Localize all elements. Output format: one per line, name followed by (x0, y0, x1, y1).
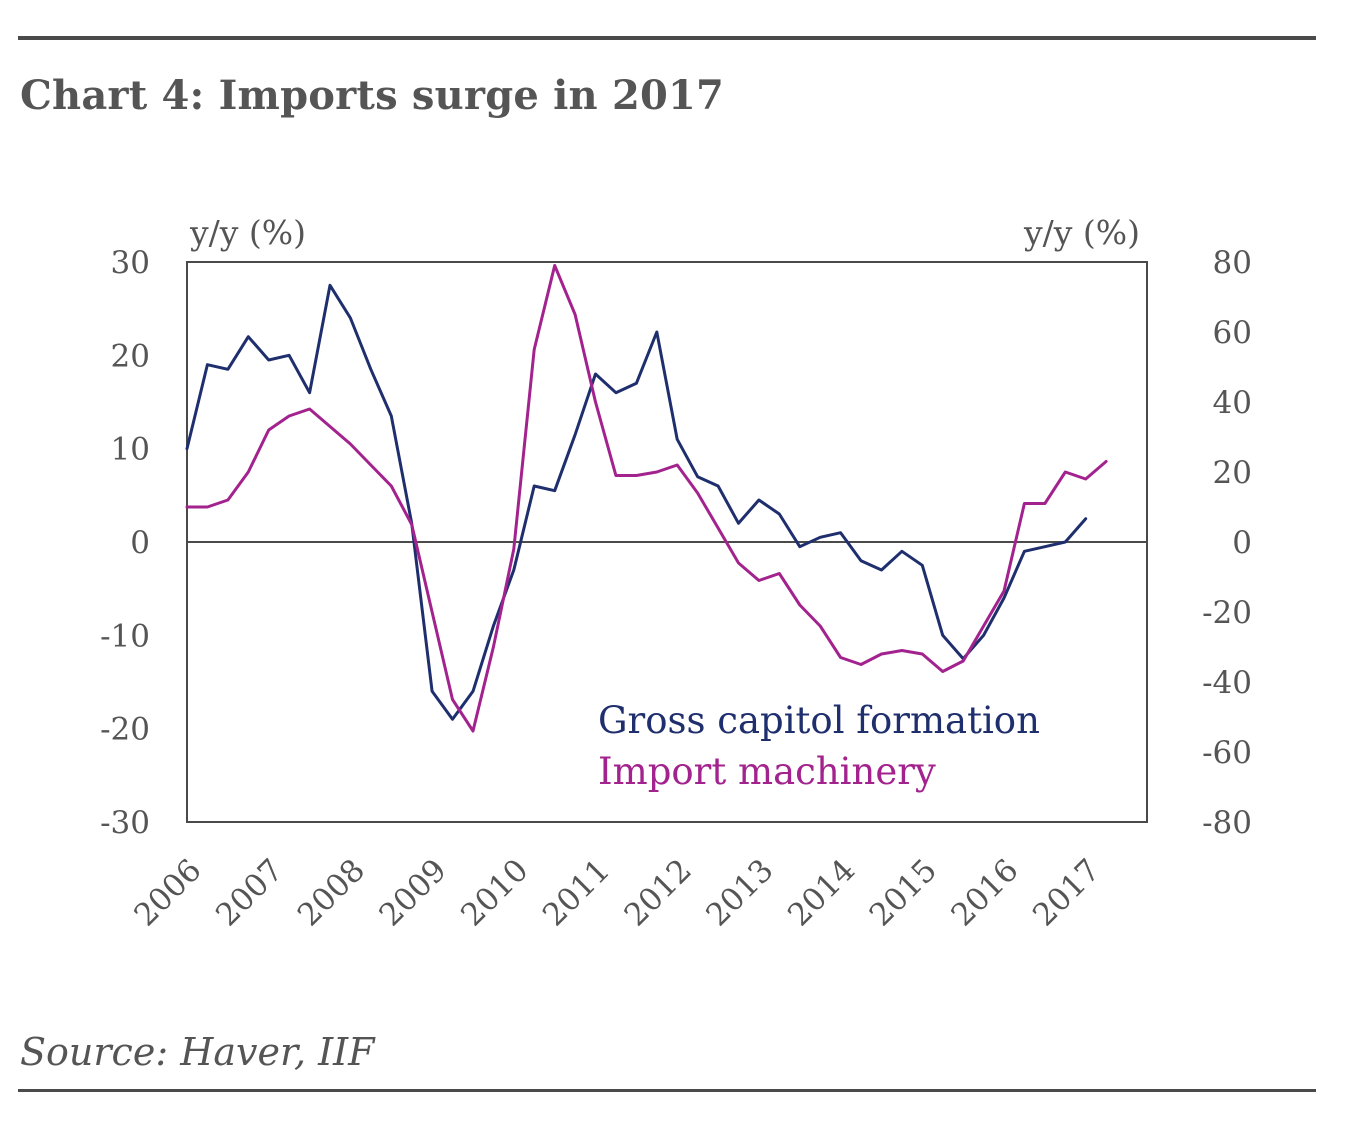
x-tick-label: 2015 (863, 852, 944, 933)
x-tick-label: 2009 (373, 852, 454, 933)
x-axis-ticks: 2006 2007 2008 2009 2010 2011 2012 2013 2014 2015… (127, 852, 1107, 933)
x-tick-label: 2014 (781, 852, 862, 933)
left-tick-label: 0 (130, 525, 150, 561)
import-machinery-line (185, 264, 1108, 733)
source-note: Source: Haver, IIF (20, 1030, 375, 1074)
left-tick-label: 10 (111, 432, 150, 468)
right-axis-ticks: 80 60 40 20 0 -20 -40 -60 -80 (1202, 245, 1252, 841)
x-tick-label: 2012 (618, 852, 699, 933)
x-tick-label: 2011 (536, 852, 617, 933)
x-tick-label: 2017 (1026, 852, 1107, 933)
x-tick-label: 2016 (944, 852, 1025, 933)
left-tick-label: 20 (111, 338, 150, 374)
right-axis-label: y/y (%) (1023, 213, 1140, 252)
legend-gross-capitol-formation: Gross capitol formation (598, 699, 1040, 742)
left-tick-label: -20 (100, 712, 150, 748)
right-tick-label: -60 (1202, 735, 1252, 771)
right-tick-label: 60 (1213, 315, 1252, 351)
left-axis-label: y/y (%) (189, 213, 306, 252)
x-tick-label: 2006 (127, 852, 208, 933)
x-tick-label: 2008 (291, 852, 372, 933)
series-lines (185, 264, 1108, 733)
right-tick-label: 40 (1213, 385, 1252, 421)
top-rule (18, 36, 1316, 40)
right-tick-label: 20 (1213, 455, 1252, 491)
right-tick-label: -20 (1202, 595, 1252, 631)
right-tick-label: 80 (1213, 245, 1252, 281)
x-tick-label: 2007 (209, 852, 290, 933)
left-tick-label: 30 (111, 245, 150, 281)
right-tick-label: -40 (1202, 665, 1252, 701)
bottom-rule (18, 1089, 1316, 1092)
chart-title: Chart 4: Imports surge in 2017 (20, 72, 725, 119)
right-tick-label: -80 (1202, 805, 1252, 841)
x-tick-label: 2010 (454, 852, 535, 933)
right-tick-label: 0 (1232, 525, 1252, 561)
left-tick-label: -10 (100, 618, 150, 654)
legend-import-machinery: Import machinery (598, 750, 936, 793)
gross-capitol-formation-line (185, 283, 1088, 721)
left-tick-label: -30 (100, 805, 150, 841)
left-axis-ticks: 30 20 10 0 -10 -20 -30 (100, 245, 150, 841)
x-tick-label: 2013 (699, 852, 780, 933)
